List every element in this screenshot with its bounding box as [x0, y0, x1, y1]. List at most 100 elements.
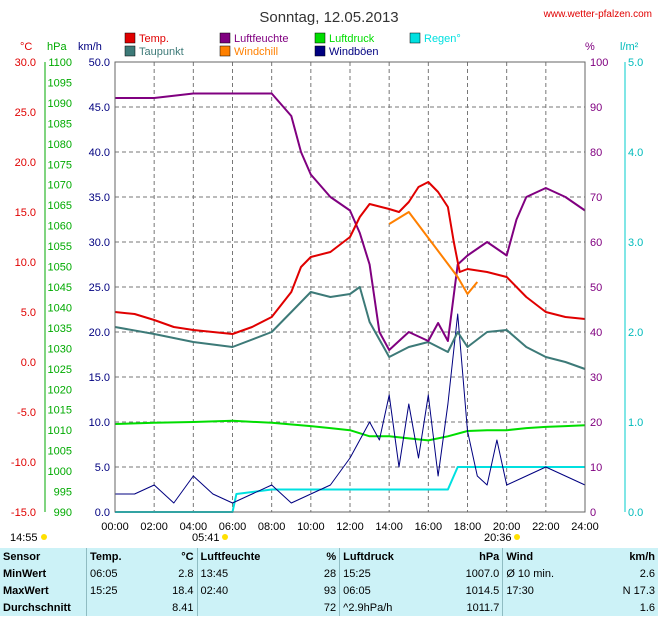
legend-swatch [124, 45, 136, 57]
sunset-icon [514, 534, 520, 540]
tick-label-x: 02:00 [140, 521, 168, 533]
tick-label-wind: 25.0 [89, 282, 110, 294]
tick-label-temp: 10.0 [15, 257, 36, 269]
cell-temp-val: 8.41 [172, 601, 194, 614]
summary-row: MaxWert 15:25 18.4 02:40 93 06:05 1014.5… [0, 582, 658, 599]
cell-press-time: 15:25 [339, 565, 436, 582]
tick-label-wind: 0.0 [95, 507, 110, 519]
series-line-taupunkt [114, 286, 586, 370]
weather-chart: Sonntag, 12.05.2013 www.wetter-pfalzen.c… [10, 9, 652, 544]
tick-label-humidity: 0 [590, 507, 596, 519]
unit-temp: °C [20, 41, 32, 53]
unit-humidity: % [585, 41, 595, 53]
hdr-temp: Temp. [86, 548, 151, 565]
legend-label: Temp. [139, 33, 169, 45]
cell-temp-time: 06:05 [86, 565, 151, 582]
tick-label-pressure: 1020 [48, 384, 72, 396]
hdr-press-unit: hPa [479, 550, 500, 563]
tick-label-humidity: 100 [590, 57, 608, 69]
tick-label-pressure: 1010 [48, 425, 72, 437]
series-line-luftfeuchte [115, 92, 586, 351]
cell-wind-time: Ø 10 min. [502, 565, 594, 582]
tick-label-pressure: 1075 [48, 159, 72, 171]
tick-label-humidity: 30 [590, 372, 602, 384]
tick-label-temp: 25.0 [15, 107, 36, 119]
tick-label-pressure: 995 [54, 487, 72, 499]
tick-label-rain: 0.0 [628, 507, 643, 519]
tick-label-temp: 30.0 [15, 57, 36, 69]
cell-hum-val: 72 [323, 601, 337, 614]
series-line-windchill [388, 211, 479, 295]
tick-label-humidity: 50 [590, 282, 602, 294]
tick-label-rain: 1.0 [628, 417, 643, 429]
cell-temp-time [86, 599, 151, 616]
cell-hum-val: 28 [323, 567, 337, 580]
tick-label-pressure: 1055 [48, 241, 72, 253]
unit-wind: km/h [78, 41, 102, 53]
tick-label-rain: 3.0 [628, 237, 643, 249]
hdr-hum-unit: % [326, 550, 337, 563]
tick-label-humidity: 70 [590, 192, 602, 204]
tick-label-x: 06:00 [219, 521, 247, 533]
tick-label-pressure: 1065 [48, 200, 72, 212]
tick-label-x: 08:00 [258, 521, 286, 533]
hdr-hum: Luftfeuchte [196, 548, 309, 565]
tick-label-humidity: 40 [590, 327, 602, 339]
tick-label-temp: 15.0 [15, 207, 36, 219]
cell-hum-time: 02:40 [196, 582, 309, 599]
tick-label-pressure: 1060 [48, 221, 72, 233]
cell-press-val: 1014.5 [465, 584, 500, 597]
legend-label: Luftdruck [329, 33, 375, 45]
legend-label: Windböen [329, 46, 379, 58]
tick-label-wind: 10.0 [89, 417, 110, 429]
plot-frame [114, 61, 586, 513]
tick-label-rain: 2.0 [628, 327, 643, 339]
tick-label-x: 20:00 [493, 521, 521, 533]
tick-label-x: 04:00 [180, 521, 208, 533]
tick-label-x: 12:00 [336, 521, 364, 533]
cell-press-val: 1007.0 [465, 567, 500, 580]
cell-hum-val: 93 [323, 584, 337, 597]
tick-label-pressure: 1025 [48, 364, 72, 376]
tick-label-pressure: 1085 [48, 118, 72, 130]
tick-label-wind: 15.0 [89, 372, 110, 384]
row-label: MinWert [3, 567, 47, 580]
legend-swatch [219, 32, 231, 44]
summary-table: Sensor Temp. °C Luftfeuchte % Luftdruck … [0, 548, 658, 616]
series-lines [114, 92, 586, 513]
tick-label-pressure: 1095 [48, 77, 72, 89]
tick-label-pressure: 1005 [48, 446, 72, 458]
legend-label: Taupunkt [139, 46, 184, 58]
cell-wind-time: 17:30 [502, 582, 594, 599]
sun-day-start: 14:55 [10, 532, 38, 544]
legend-swatch [124, 32, 136, 44]
site-link[interactable]: www.wetter-pfalzen.com [543, 9, 652, 20]
legend-label: Regen° [424, 33, 461, 45]
tick-label-temp: 20.0 [15, 157, 36, 169]
legend-swatch [219, 45, 231, 57]
tick-label-wind: 45.0 [89, 102, 110, 114]
cell-press-time: 06:05 [339, 582, 436, 599]
legend-swatch [409, 32, 421, 44]
tick-label-pressure: 1040 [48, 302, 72, 314]
hdr-press: Luftdruck [339, 548, 436, 565]
tick-label-pressure: 990 [54, 507, 72, 519]
hdr-wind: Wind [502, 548, 594, 565]
legend-swatch [314, 45, 326, 57]
tick-label-pressure: 1030 [48, 343, 72, 355]
grid [115, 62, 585, 512]
axis-ticks: 30.0 25.0 20.0 15.0 10.0 5.0 0.0 -5.0 -10.0 -15.0… [11, 57, 643, 533]
cell-hum-time [196, 599, 309, 616]
tick-label-pressure: 1100 [48, 57, 72, 69]
tick-label-pressure: 1080 [48, 139, 72, 151]
cell-temp-val: 18.4 [172, 584, 194, 597]
cell-wind-val: N 17.3 [622, 584, 655, 597]
tick-label-wind: 35.0 [89, 192, 110, 204]
tick-label-pressure: 1050 [48, 262, 72, 274]
hdr-sensor: Sensor [3, 550, 41, 563]
tick-label-pressure: 1015 [48, 405, 72, 417]
cell-wind-time [502, 599, 594, 616]
tick-label-humidity: 90 [590, 102, 602, 114]
tick-label-pressure: 1045 [48, 282, 72, 294]
